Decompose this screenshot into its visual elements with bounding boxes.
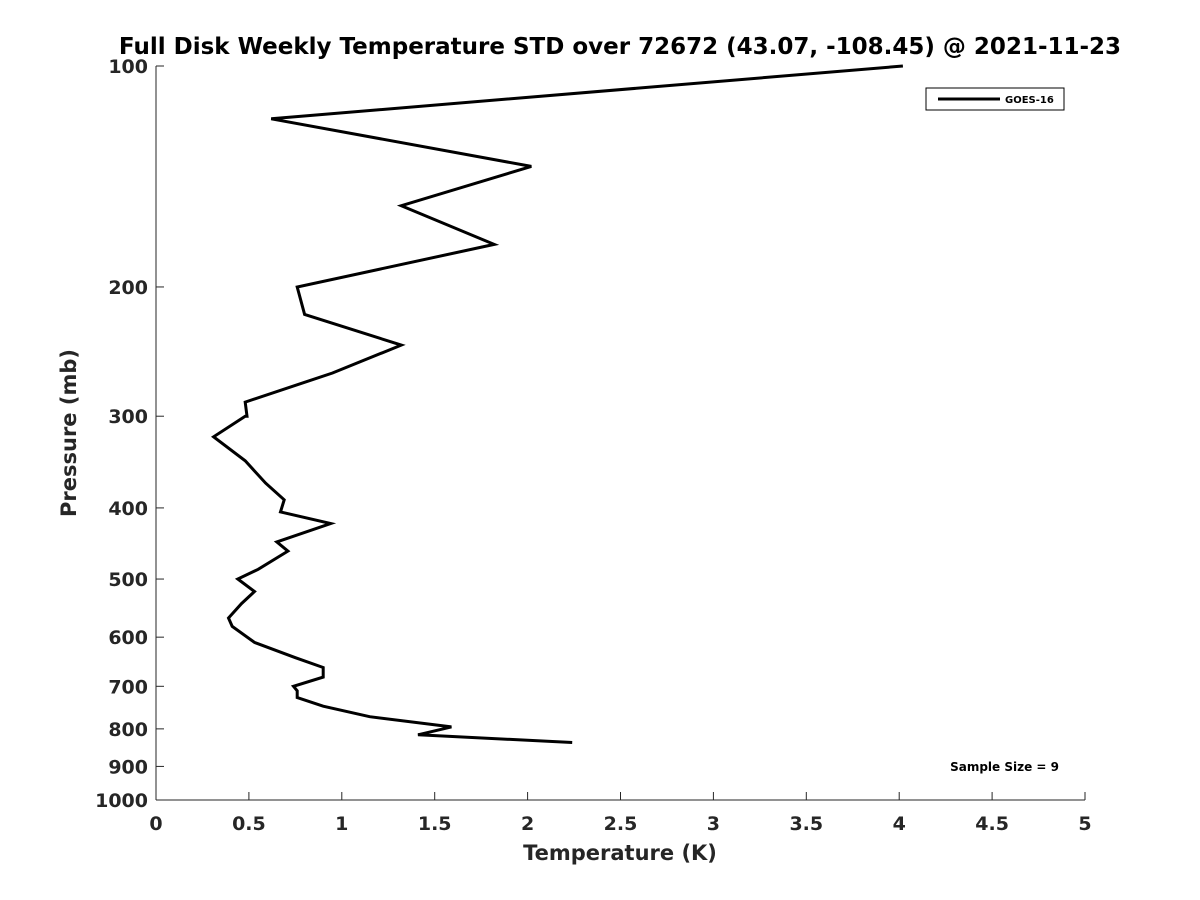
y-tick-label: 700 xyxy=(108,676,148,698)
legend-label-goes-16: GOES-16 xyxy=(1005,95,1054,106)
chart-title: Full Disk Weekly Temperature STD over 72… xyxy=(119,34,1121,60)
y-tick-label: 1000 xyxy=(95,790,148,812)
y-tick-label: 400 xyxy=(108,498,148,520)
x-tick-label: 3.5 xyxy=(789,813,823,835)
y-tick-label: 200 xyxy=(108,277,148,299)
y-tick-label: 800 xyxy=(108,719,148,741)
series-line-goes-16 xyxy=(210,64,904,744)
x-tick-label: 2 xyxy=(521,813,534,835)
y-axis-ticks: 100 200 300 400 500 600 700 800 900 1000 xyxy=(95,56,164,812)
x-tick-label: 4 xyxy=(893,813,906,835)
y-tick-label: 900 xyxy=(108,756,148,778)
x-tick-label: 0.5 xyxy=(232,813,266,835)
x-tick-label: 0 xyxy=(149,813,162,835)
x-tick-label: 4.5 xyxy=(975,813,1009,835)
y-tick-label: 600 xyxy=(108,627,148,649)
x-tick-label: 1 xyxy=(335,813,348,835)
legend: GOES-16 xyxy=(925,87,1065,111)
y-tick-label: 500 xyxy=(108,569,148,591)
x-axis-ticks: 0 0.5 1 1.5 2 2.5 3 3.5 4 4.5 5 xyxy=(149,792,1092,835)
y-tick-label: 100 xyxy=(108,56,148,78)
x-tick-label: 2.5 xyxy=(604,813,638,835)
y-tick-label: 300 xyxy=(108,406,148,428)
x-axis-label: Temperature (K) xyxy=(523,841,717,865)
x-tick-label: 3 xyxy=(707,813,720,835)
y-axis-label: Pressure (mb) xyxy=(57,349,81,517)
sample-size-annotation: Sample Size = 9 xyxy=(950,760,1059,774)
x-tick-label: 1.5 xyxy=(418,813,452,835)
plot-area xyxy=(156,66,1085,800)
x-tick-label: 5 xyxy=(1078,813,1091,835)
